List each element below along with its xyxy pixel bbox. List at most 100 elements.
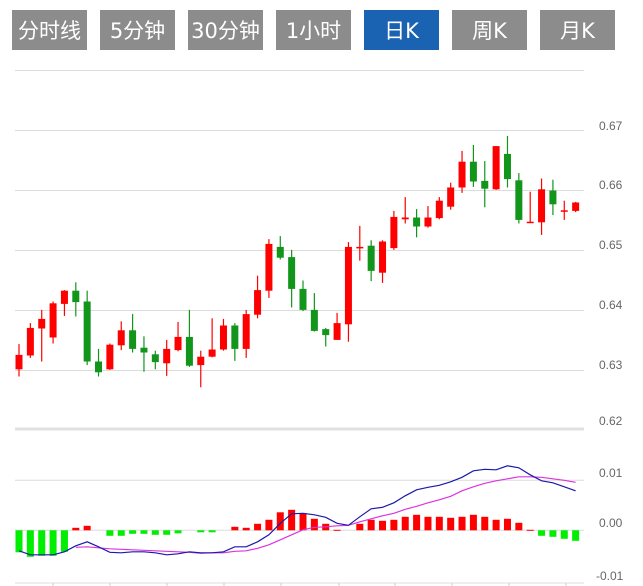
candle-down [151,354,159,363]
tab-intraday[interactable]: 分时线 [12,10,87,50]
tab-30min[interactable]: 30分钟 [188,10,263,50]
candle-up [333,323,341,340]
candle-up [492,146,500,190]
macd-histogram-bar [401,516,409,531]
macd-histogram-bar [413,514,421,531]
candle-up [117,330,125,346]
macd-histogram-bar [129,530,137,534]
candle-down [231,325,239,349]
macd-histogram-bar [72,527,80,531]
candle-down [322,329,330,336]
candle-up [26,327,34,356]
tab-5min[interactable]: 5分钟 [100,10,175,50]
candle-down [549,190,557,205]
macd-histogram-bar [106,530,114,536]
y-tick-label: 0.64 [599,298,623,312]
candle-up [208,349,216,357]
candle-up [390,216,398,249]
macd-histogram-bar [492,519,500,531]
candle-down [185,336,193,366]
dif-line [18,465,576,556]
candle-up [356,246,364,249]
candle-down [299,288,307,310]
candle-down [367,245,375,271]
macd-histogram-bar [367,519,375,531]
candle-down [310,309,318,331]
candle-up [242,314,250,349]
tab-monthly-k[interactable]: 月K [540,10,615,50]
macd-histogram-bar [379,520,387,531]
candle-up [15,354,23,370]
candle-up [458,161,466,188]
candle-up [424,217,432,227]
macd-histogram-bar [458,516,466,531]
macd-histogram-bar [447,517,455,531]
macd-tick-label: -0.01 [596,569,624,583]
macd-histogram-bar [481,516,489,531]
candle-down [469,161,477,182]
candle-up [560,210,568,212]
candle-down [83,301,91,362]
macd-histogram-bar [208,530,216,533]
tab-1hour[interactable]: 1小时 [276,10,351,50]
macd-histogram-bar [15,530,23,553]
macd-histogram-bar [151,530,159,535]
macd-histogram-bar [163,530,171,535]
tab-weekly-k[interactable]: 周K [452,10,527,50]
y-tick-label: 0.67 [599,119,623,133]
candle-up [106,344,114,370]
macd-histogram-bar [333,529,341,531]
candle-up [572,202,580,211]
y-tick-label: 0.62 [599,414,623,428]
y-tick-label: 0.66 [599,178,623,192]
macd-tick-label: 0.01 [599,466,623,480]
candle-up [526,221,534,224]
macd-histogram-bar [117,530,125,536]
macd-histogram-bar [310,518,318,531]
candle-down [276,246,284,258]
candle-up [447,187,455,207]
candle-down [503,153,511,180]
macd-histogram-bar [299,513,307,531]
candle-down [95,361,103,373]
macd-histogram-bar [390,519,398,531]
macd-histogram-bar [469,514,477,531]
macd-histogram-bar [356,523,364,531]
candle-up [174,336,182,351]
candle-down [515,180,523,220]
macd-panel [15,465,580,557]
candle-up [163,348,171,364]
macd-histogram-bar [435,516,443,531]
macd-histogram-bar [83,525,91,531]
macd-histogram-bar [49,530,57,556]
candle-up [538,189,546,223]
candle-up [219,325,227,350]
macd-histogram-bar [38,530,46,556]
macd-histogram-bar [140,530,148,534]
macd-histogram-bar [242,527,250,531]
candle-down [288,257,296,289]
candle-up [401,217,409,220]
macd-histogram-bar [288,509,296,531]
candle-up [344,246,352,325]
macd-histogram-bar [515,522,523,531]
macd-histogram-bar [424,516,432,531]
macd-histogram-bar [265,519,273,531]
candle-down [72,290,80,303]
macd-histogram-bar [549,530,557,537]
macd-histogram-bar [60,530,68,552]
macd-histogram-bar [560,530,568,539]
candle-up [197,356,205,366]
candle-up [38,318,46,329]
candle-down [140,347,148,353]
candle-up [60,290,68,304]
macd-histogram-bar [254,523,262,531]
macd-histogram-bar [572,530,580,541]
y-tick-label: 0.65 [599,238,623,252]
candle-up [254,290,262,315]
tab-daily-k[interactable]: 日K [364,10,439,50]
macd-histogram-bar [231,526,239,531]
candle-down [481,180,489,189]
candles [15,135,580,388]
